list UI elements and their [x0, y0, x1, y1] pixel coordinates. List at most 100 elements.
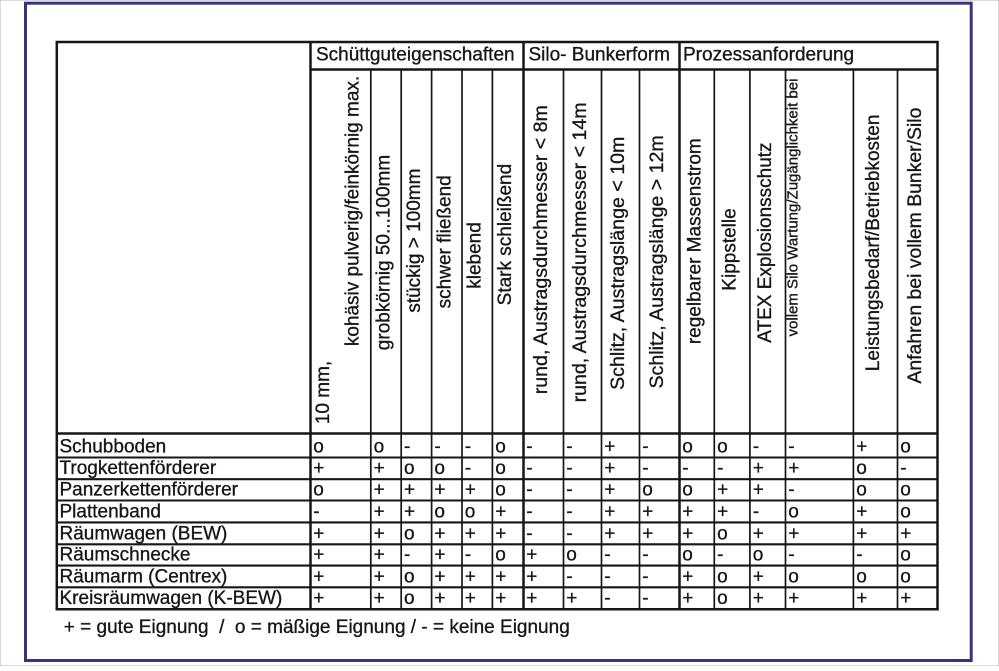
svg-text:+: +: [526, 545, 537, 566]
svg-text:Schlitz, Austragslänge > 12m: Schlitz, Austragslänge > 12m: [646, 135, 668, 388]
svg-text:-: -: [753, 437, 759, 458]
svg-text:o: o: [465, 501, 476, 522]
svg-text:+: +: [566, 588, 577, 609]
svg-text:Kreisräumwagen (K-BEW): Kreisräumwagen (K-BEW): [60, 588, 283, 609]
svg-text:-: -: [566, 566, 572, 587]
svg-text:+: +: [682, 588, 693, 609]
svg-text:o: o: [856, 480, 867, 501]
svg-text:+: +: [434, 523, 445, 544]
svg-text:o: o: [495, 480, 506, 501]
svg-text:+: +: [313, 458, 324, 479]
svg-text:Prozessanforderung: Prozessanforderung: [683, 44, 854, 65]
svg-text:o: o: [682, 480, 693, 501]
svg-text:-: -: [682, 458, 688, 479]
svg-text:o: o: [682, 437, 693, 458]
svg-text:-: -: [526, 480, 532, 501]
svg-text:+: +: [717, 480, 728, 501]
svg-text:-: -: [788, 437, 794, 458]
svg-text:-: -: [465, 437, 471, 458]
svg-text:+: +: [465, 480, 476, 501]
svg-text:o: o: [900, 545, 911, 566]
svg-text:o: o: [642, 480, 653, 501]
svg-text:-: -: [313, 501, 319, 522]
svg-text:o: o: [788, 501, 799, 522]
svg-text:+: +: [604, 501, 615, 522]
svg-text:o: o: [900, 437, 911, 458]
svg-text:klebend: klebend: [465, 222, 486, 289]
svg-text:o: o: [900, 480, 911, 501]
svg-text:+: +: [313, 566, 324, 587]
svg-text:+: +: [434, 588, 445, 609]
svg-text:+: +: [788, 458, 799, 479]
svg-text:+: +: [374, 501, 385, 522]
svg-text:+: +: [526, 588, 537, 609]
svg-text:+: +: [604, 437, 615, 458]
svg-text:o: o: [495, 458, 506, 479]
svg-text:+: +: [374, 545, 385, 566]
svg-text:rund, Austragsdurchmesser < 14: rund, Austragsdurchmesser < 14m: [569, 102, 591, 402]
svg-text:o: o: [566, 545, 577, 566]
svg-text:+: +: [900, 588, 911, 609]
svg-text:schwer fließend: schwer fließend: [434, 175, 455, 308]
svg-text:Leistungsbedarf/Betriebkosten: Leistungsbedarf/Betriebkosten: [863, 115, 884, 372]
svg-text:o: o: [753, 545, 764, 566]
svg-text:o: o: [404, 523, 415, 544]
svg-text:+: +: [788, 588, 799, 609]
svg-text:o: o: [404, 458, 415, 479]
svg-text:+: +: [526, 566, 537, 587]
svg-text:+: +: [313, 523, 324, 544]
svg-text:+: +: [465, 523, 476, 544]
svg-text:Anfahren bei vollem Bunker/Sil: Anfahren bei vollem Bunker/Silo: [904, 108, 926, 384]
svg-text:Schubboden: Schubboden: [60, 437, 167, 458]
svg-text:+: +: [753, 588, 764, 609]
svg-text:-: -: [604, 588, 610, 609]
svg-text:+: +: [682, 523, 693, 544]
svg-text:-: -: [526, 523, 532, 544]
svg-text:o: o: [717, 437, 728, 458]
svg-text:-: -: [717, 458, 723, 479]
svg-text:Trogkettenförderer: Trogkettenförderer: [60, 458, 217, 479]
svg-text:-: -: [642, 545, 648, 566]
svg-text:+: +: [313, 588, 324, 609]
svg-text:-: -: [642, 566, 648, 587]
svg-text:grobkörnig 50...100mm: grobkörnig 50...100mm: [374, 155, 395, 350]
svg-text:o: o: [404, 588, 415, 609]
svg-text:o: o: [900, 501, 911, 522]
svg-text:-: -: [642, 588, 648, 609]
svg-text:-: -: [788, 480, 794, 501]
svg-text:vollem Silo Wartung/Zugänglich: vollem Silo Wartung/Zugänglichkeit bei: [785, 79, 802, 337]
svg-text:+: +: [313, 545, 324, 566]
svg-text:-: -: [900, 458, 906, 479]
svg-text:-: -: [566, 437, 572, 458]
svg-text:-: -: [753, 501, 759, 522]
svg-text:-: -: [642, 437, 648, 458]
svg-text:-: -: [566, 458, 572, 479]
svg-text:+: +: [856, 588, 867, 609]
svg-text:Schüttguteigenschaften: Schüttguteigenschaften: [316, 44, 515, 65]
svg-text:-: -: [566, 501, 572, 522]
svg-text:-: -: [566, 523, 572, 544]
svg-text:rund, Austragsdurchmesser < 8m: rund, Austragsdurchmesser < 8m: [530, 105, 552, 394]
svg-text:-: -: [856, 545, 862, 566]
svg-text:+: +: [374, 588, 385, 609]
svg-text:o: o: [856, 566, 867, 587]
svg-text:+: +: [717, 501, 728, 522]
svg-text:o: o: [434, 501, 445, 522]
svg-text:Schlitz, Austragslänge < 10m: Schlitz, Austragslänge < 10m: [607, 137, 629, 390]
svg-text:o: o: [717, 566, 728, 587]
svg-text:Räumarm (Centrex): Räumarm (Centrex): [60, 566, 228, 587]
svg-text:+: +: [682, 501, 693, 522]
svg-text:Panzerkettenförderer: Panzerkettenförderer: [60, 480, 239, 501]
svg-text:+: +: [642, 501, 653, 522]
svg-text:-: -: [604, 566, 610, 587]
svg-text:-: -: [717, 545, 723, 566]
svg-text:ATEX Explosionsschutz: ATEX Explosionsschutz: [755, 142, 776, 342]
svg-text:Silo- Bunkerform: Silo- Bunkerform: [529, 44, 671, 65]
svg-text:+: +: [856, 501, 867, 522]
svg-text:+: +: [753, 566, 764, 587]
svg-text:+: +: [604, 523, 615, 544]
svg-text:+: +: [495, 523, 506, 544]
svg-text:+: +: [434, 545, 445, 566]
svg-text:o: o: [313, 480, 324, 501]
svg-text:o: o: [788, 566, 799, 587]
